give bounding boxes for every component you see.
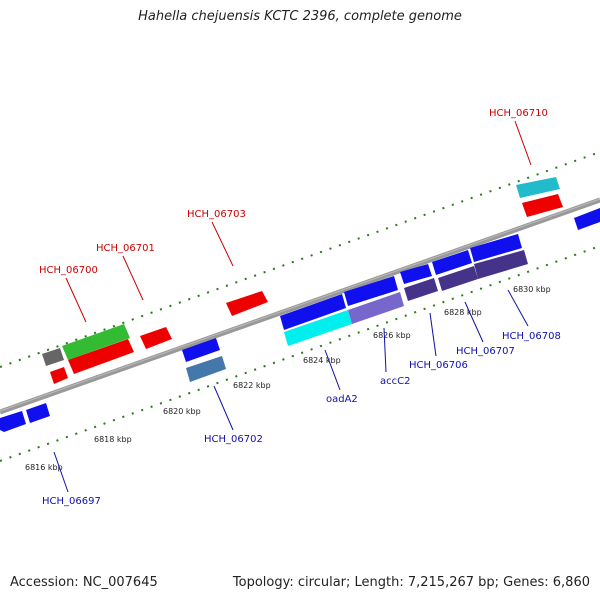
gene-label-top[interactable]: HCH_06703: [187, 209, 246, 220]
leader-line: [122, 255, 144, 301]
scale-labels: 6816 kbp 6818 kbp 6820 kbp 6822 kbp 6824…: [25, 285, 551, 472]
gene-arrow-blue-oadA2-top[interactable]: [280, 294, 346, 330]
gene-arrow-cyan-oadA2[interactable]: [284, 310, 352, 346]
scale-label: 6824 kbp: [303, 356, 341, 365]
tick-track-bottom: [0, 245, 600, 462]
gene-arrow-darkslate-06706[interactable]: [404, 278, 438, 301]
leader-line: [383, 327, 387, 373]
gene-arrow-blue-accC2-top[interactable]: [344, 276, 398, 306]
gene-arrow-red-06701[interactable]: [140, 327, 172, 349]
leader-line: [213, 385, 234, 431]
leader-line: [324, 349, 341, 391]
scale-label: 6816 kbp: [25, 463, 63, 472]
gene-label-top[interactable]: HCH_06701: [96, 243, 155, 254]
gene-label-bottom[interactable]: HCH_06706: [409, 360, 468, 371]
gene-arrow-blue-06697a[interactable]: [0, 411, 26, 432]
top-features: [42, 177, 563, 384]
tick-track-top: [0, 151, 600, 368]
leader-line: [464, 301, 484, 343]
gene-arrow-red-long[interactable]: [68, 339, 134, 374]
scale-label: 6818 kbp: [94, 435, 132, 444]
gene-arrow-cyan-06710[interactable]: [516, 177, 560, 198]
scale-label: 6828 kbp: [444, 308, 482, 317]
gene-label-bottom[interactable]: oadA2: [326, 394, 358, 405]
gene-arrow-red-06710[interactable]: [522, 194, 563, 217]
gene-label-bottom[interactable]: HCH_06708: [502, 331, 561, 342]
leader-line: [429, 312, 437, 357]
gene-arrow-red-small[interactable]: [50, 367, 68, 384]
gene-arrow-blue-06707-top[interactable]: [432, 250, 472, 275]
scale-label: 6830 kbp: [513, 285, 551, 294]
gene-arrow-red-06703[interactable]: [226, 291, 268, 316]
gene-label-top[interactable]: HCH_06710: [489, 108, 548, 119]
gene-arrow-blue-06708-top[interactable]: [470, 234, 522, 262]
genome-summary: Topology: circular; Length: 7,215,267 bp…: [232, 575, 590, 590]
gene-label-bottom[interactable]: HCH_06697: [42, 496, 101, 507]
leader-line: [507, 289, 529, 327]
gene-arrow-blue-06706-top[interactable]: [400, 264, 432, 284]
scale-label: 6820 kbp: [163, 407, 201, 416]
accession-label: Accession: NC_007645: [10, 575, 158, 590]
bottom-features: [0, 208, 600, 432]
top-gene-labels: HCH_06700 HCH_06701 HCH_06703 HCH_06710: [39, 108, 548, 323]
gene-label-bottom[interactable]: HCH_06707: [456, 346, 515, 357]
gene-arrow-blue-06697b[interactable]: [26, 403, 50, 423]
leader-line: [65, 277, 87, 323]
leader-line: [514, 120, 532, 166]
gene-arrow-blue-06702a[interactable]: [182, 338, 220, 362]
leader-line: [53, 451, 69, 493]
gene-arrow-steelblue-06702[interactable]: [186, 356, 226, 382]
scale-label: 6822 kbp: [233, 381, 271, 390]
gene-label-bottom[interactable]: HCH_06702: [204, 434, 263, 445]
gene-arrow-darkslate-06707[interactable]: [438, 266, 478, 291]
gene-arrow-grey[interactable]: [42, 348, 64, 366]
gene-label-top[interactable]: HCH_06700: [39, 265, 98, 276]
scale-label: 6826 kbp: [373, 331, 411, 340]
gene-arrow-blue-edge[interactable]: [574, 208, 600, 230]
gene-arrow-green[interactable]: [62, 324, 130, 360]
genome-backbone-highlight: [0, 198, 600, 412]
genome-title: Hahella chejuensis KCTC 2396, complete g…: [138, 9, 462, 24]
leader-line: [211, 221, 234, 267]
gene-arrow-violet-accC2[interactable]: [348, 292, 404, 324]
gene-arrow-darkslate-06708[interactable]: [474, 250, 528, 279]
bottom-gene-labels: HCH_06697 HCH_06702 oadA2 accC2 HCH_0670…: [42, 289, 561, 507]
gene-label-bottom[interactable]: accC2: [380, 376, 410, 387]
genome-backbone: [0, 197, 600, 415]
